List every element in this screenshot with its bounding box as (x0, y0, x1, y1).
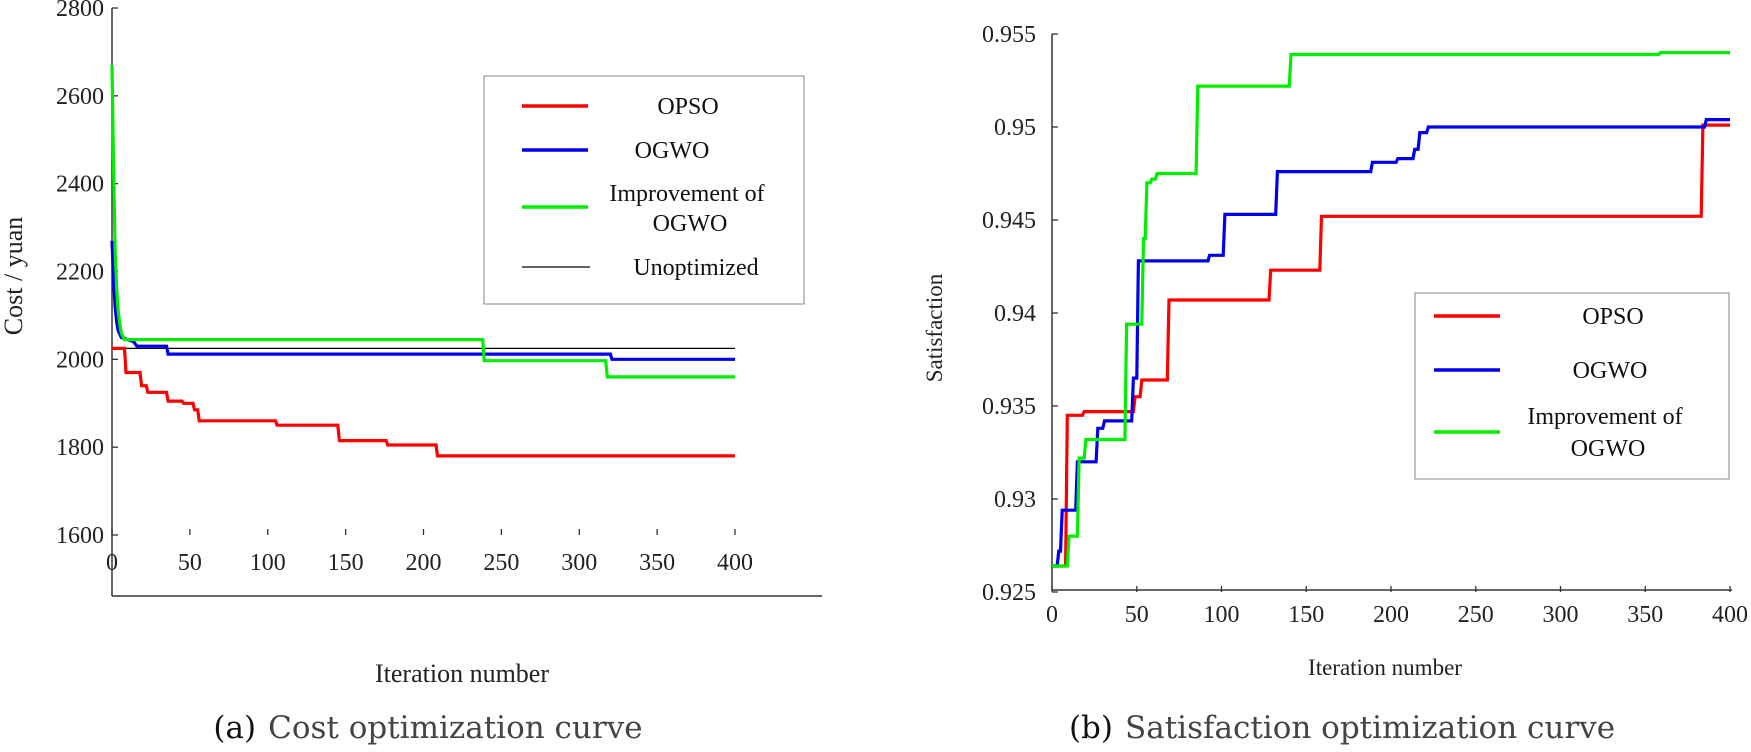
chart-b-caption-text: Satisfaction optimization curve (1125, 710, 1615, 746)
chart-a-x-tick-label: 400 (717, 550, 753, 576)
chart-a-x-tick-label: 50 (178, 550, 202, 576)
chart-a-x-tick-label: 250 (483, 550, 519, 576)
chart-b-legend-opso-label: OPSO (1582, 304, 1643, 330)
chart-a-x-tick-label: 150 (328, 550, 364, 576)
chart-a-y-tick-label: 2600 (56, 84, 104, 110)
chart-b-legend-ogwo-label: OGWO (1573, 358, 1648, 384)
chart-a-caption-prefix: (a) (213, 710, 256, 746)
chart-a-y-tick-label: 2200 (56, 260, 104, 286)
chart-b-x-tick-label: 300 (1543, 602, 1579, 628)
chart-a-y-ticks: 1600 1800 2000 2200 2400 2600 2800 (56, 0, 118, 549)
chart-a-legend-unoptimized-label: Unoptimized (633, 255, 758, 281)
chart-a-series-improvement-of-ogwo (110, 65, 735, 379)
chart-a-x-tick-label: 100 (250, 550, 286, 576)
chart-a-legend-ogwo-label: OGWO (635, 138, 710, 164)
chart-a-x-tick-label: 350 (639, 550, 675, 576)
chart-a-y-tick-label: 2000 (56, 347, 104, 373)
chart-b-x-tick-label: 250 (1458, 602, 1494, 628)
chart-b-x-tick-label: 50 (1125, 602, 1149, 628)
chart-b: 0.925 0.93 0.935 0.94 0.945 0.95 0.955 0 50 100 1… (922, 22, 1748, 746)
chart-a-legend-improved-label: Improvement of OGWO (609, 181, 770, 237)
chart-b-legend: OPSO OGWO Improvement of OGWO (1414, 292, 1730, 480)
chart-b-series-improvement-of-ogwo (1052, 50, 1730, 568)
chart-b-y-tick-label: 0.95 (994, 115, 1036, 141)
chart-b-y-tick-label: 0.925 (982, 580, 1036, 606)
chart-b-y-tick-label: 0.93 (994, 487, 1036, 513)
chart-a-legend-box (483, 75, 805, 305)
chart-a-caption-text: Cost optimization curve (268, 710, 642, 746)
chart-b-y-tick-label: 0.955 (982, 22, 1036, 48)
chart-b-x-ticks: 0 50 100 150 200 250 300 350 400 (1046, 586, 1748, 628)
chart-a-legend: OPSO OGWO Improvement of OGWO Unoptimize… (483, 75, 805, 305)
chart-a-y-axis-label: Cost / yuan (0, 217, 28, 335)
chart-a-series (110, 65, 735, 458)
chart-a-caption: (a) Cost optimization curve (213, 710, 642, 746)
chart-a-y-tick-label: 1600 (56, 523, 104, 549)
chart-a-series-opso (112, 346, 735, 458)
chart-b-caption: (b) Satisfaction optimization curve (1069, 710, 1615, 746)
chart-a-x-tick-label: 200 (406, 550, 442, 576)
chart-a-y-tick-label: 2400 (56, 172, 104, 198)
chart-b-y-axis-label: Satisfaction (922, 273, 947, 382)
chart-a-y-tick-label: 2800 (56, 0, 104, 22)
chart-a-x-ticks: 0 50 100 150 200 250 300 350 400 (106, 529, 753, 576)
chart-b-y-tick-label: 0.945 (982, 208, 1036, 234)
chart-b-legend-box (1414, 292, 1730, 480)
chart-b-x-tick-label: 0 (1046, 602, 1058, 628)
chart-b-y-ticks: 0.925 0.93 0.935 0.94 0.945 0.95 0.955 (982, 22, 1058, 606)
chart-b-x-axis-label: Iteration number (1308, 655, 1462, 680)
chart-b-x-tick-label: 400 (1712, 602, 1748, 628)
chart-b-series-opso (1052, 123, 1730, 568)
chart-b-x-tick-label: 200 (1373, 602, 1409, 628)
chart-b-x-tick-label: 350 (1627, 602, 1663, 628)
chart-a-x-tick-label: 300 (561, 550, 597, 576)
chart-b-x-tick-label: 100 (1204, 602, 1240, 628)
chart-b-y-tick-label: 0.935 (982, 394, 1036, 420)
chart-a: 1600 1800 2000 2200 2400 2600 2800 0 50 100 150 20… (0, 0, 822, 746)
chart-b-caption-prefix: (b) (1069, 710, 1113, 746)
chart-b-series (1052, 50, 1730, 568)
chart-a-x-tick-label: 0 (106, 550, 118, 576)
chart-a-y-tick-label: 1800 (56, 435, 104, 461)
chart-b-legend-improved-label: Improvement of OGWO (1527, 404, 1688, 462)
chart-a-legend-opso-label: OPSO (657, 94, 718, 120)
chart-b-x-tick-label: 150 (1288, 602, 1324, 628)
chart-a-x-axis-label: Iteration number (375, 659, 549, 688)
chart-b-y-tick-label: 0.94 (994, 301, 1036, 327)
chart-b-series-ogwo (1052, 117, 1730, 568)
